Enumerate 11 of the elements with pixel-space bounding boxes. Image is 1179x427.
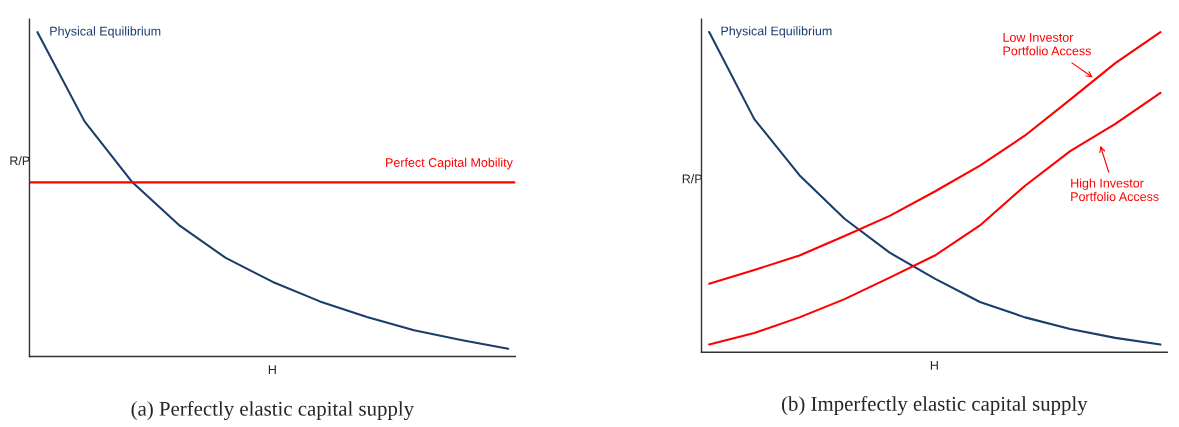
series-label: Physical Equilibrium — [721, 26, 832, 38]
x-axis-title: H — [930, 361, 938, 370]
legend-label: High Investor Portfolio Access — [1071, 178, 1159, 202]
text: (b) Imperfectly elastic capital supply — [781, 395, 1088, 416]
ref-line-label: Perfect Capital Mobility — [386, 157, 513, 170]
text: (a) Perfectly elastic capital supply — [131, 400, 414, 421]
x-axis-title: H — [268, 365, 276, 374]
y-axis-title: R/P — [682, 174, 702, 184]
y-axis-title: R/P — [10, 155, 30, 166]
series-label: Physical Equilibrium — [50, 26, 161, 39]
series-label: Low Investor Portfolio Access — [1003, 33, 1091, 56]
